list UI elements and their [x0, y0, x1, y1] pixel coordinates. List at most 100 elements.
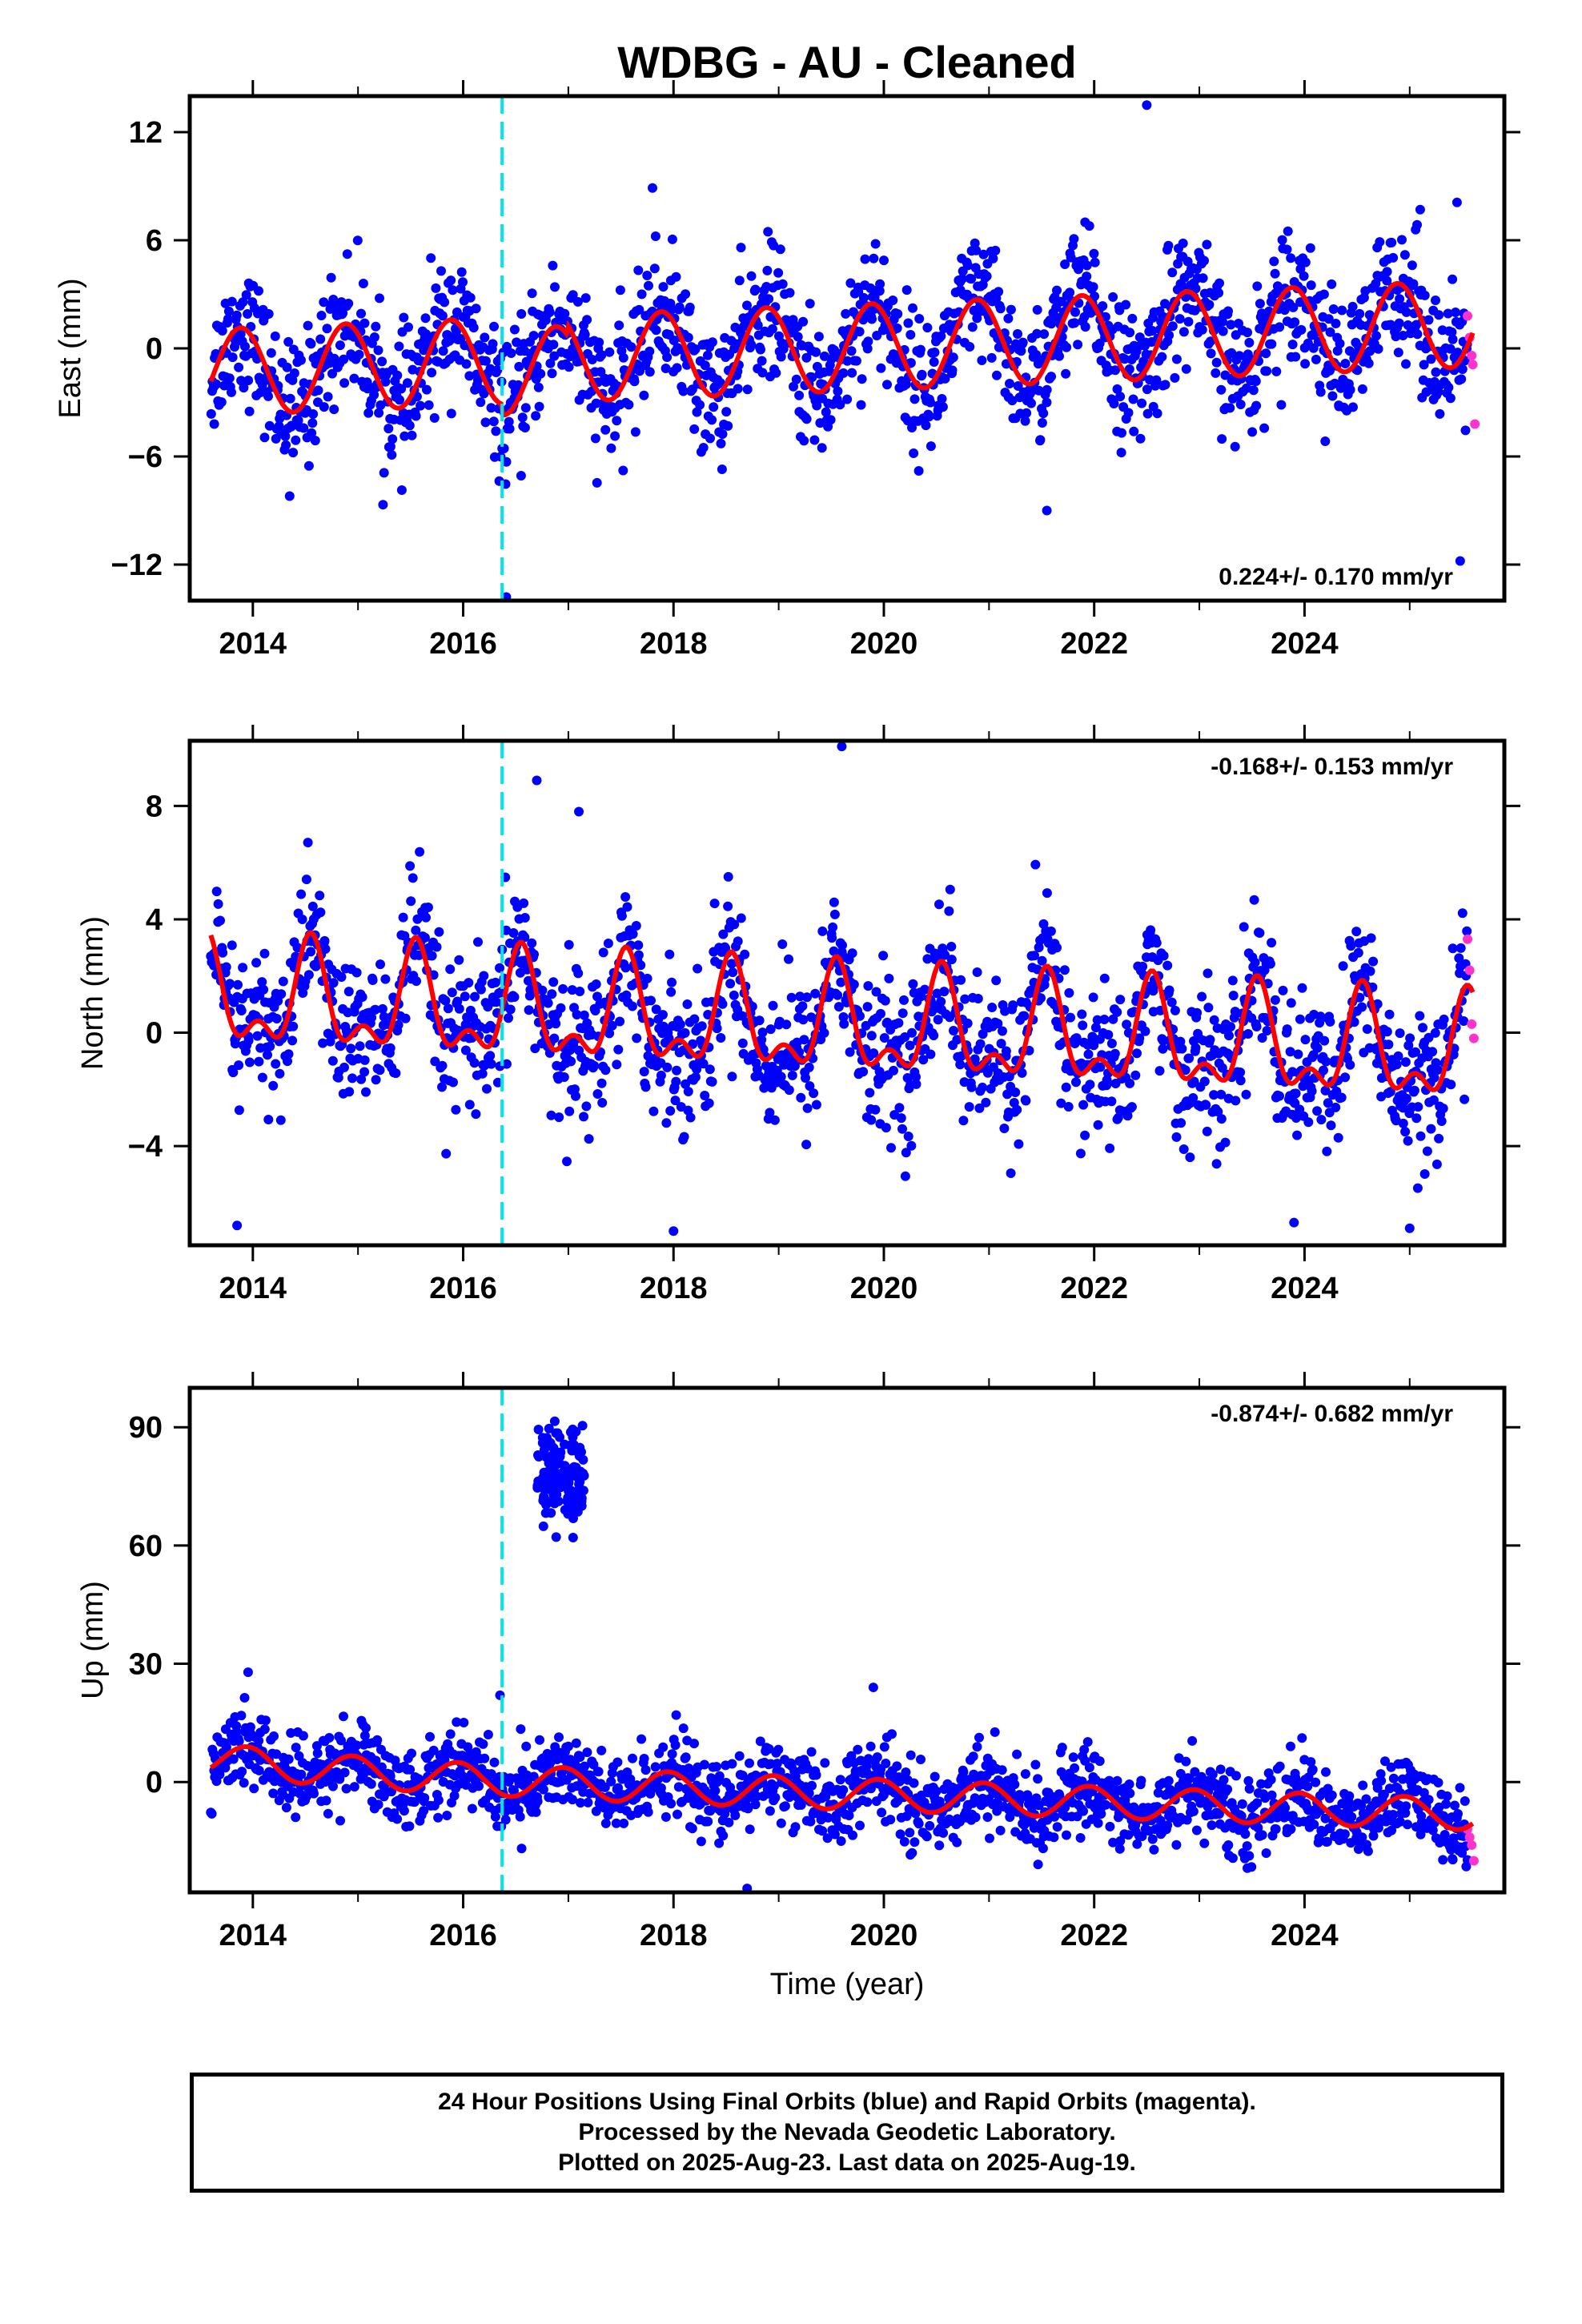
data-point: [1207, 1769, 1218, 1779]
data-point: [420, 1793, 430, 1803]
data-point: [727, 1072, 737, 1082]
data-point: [960, 994, 970, 1004]
data-point: [296, 1769, 307, 1779]
data-point: [1422, 1146, 1432, 1156]
data-point: [661, 364, 671, 373]
data-point: [862, 344, 873, 354]
data-point: [947, 365, 958, 376]
data-point: [743, 1803, 753, 1814]
data-point: [283, 1754, 294, 1764]
data-point: [299, 423, 309, 433]
data-point: [1093, 1818, 1103, 1828]
data-point: [566, 1056, 576, 1067]
data-point: [283, 1056, 292, 1067]
data-point: [922, 323, 933, 333]
data-point: [688, 1039, 698, 1049]
data-point: [1250, 957, 1260, 967]
data-point: [924, 412, 934, 422]
data-point: [870, 239, 881, 249]
data-point: [239, 1693, 250, 1703]
data-point: [899, 1836, 909, 1847]
data-point: [618, 465, 628, 476]
data-point: [866, 1031, 877, 1041]
data-point: [432, 942, 442, 952]
data-point: [534, 401, 544, 412]
data-point: [488, 339, 498, 349]
data-point: [1243, 1775, 1254, 1786]
data-point: [1297, 983, 1307, 993]
data-point: [538, 1784, 548, 1795]
data-point: [926, 397, 936, 408]
data-point: [558, 983, 568, 994]
data-point: [667, 234, 677, 244]
data-point: [1046, 926, 1056, 936]
data-point: [474, 1781, 484, 1791]
data-point: [448, 285, 458, 296]
data-point: [517, 412, 528, 423]
data-point: [1338, 961, 1348, 971]
data-point: [862, 1797, 873, 1807]
data-point: [527, 288, 537, 299]
data-point: [716, 1033, 726, 1043]
data-point: [1446, 1080, 1456, 1090]
data-point: [501, 925, 512, 935]
data-point: [375, 1065, 385, 1076]
data-point: [587, 355, 597, 364]
data-point: [1005, 1812, 1015, 1822]
data-point: [544, 1019, 554, 1030]
data-point: [600, 1065, 611, 1076]
data-point: [901, 1767, 911, 1777]
data-point: [939, 987, 950, 997]
data-point: [1415, 1011, 1425, 1021]
data-point: [930, 348, 940, 357]
data-point: [1202, 1126, 1212, 1136]
data-point: [889, 1065, 898, 1076]
data-point: [559, 1072, 569, 1082]
data-point: [1101, 1799, 1111, 1810]
data-point: [257, 977, 267, 987]
data-point: [351, 967, 362, 978]
data-point: [1223, 1840, 1234, 1850]
data-point: [685, 1112, 696, 1123]
data-point: [717, 429, 728, 439]
data-point: [870, 1104, 881, 1115]
data-point: [1391, 332, 1401, 342]
data-point: [914, 314, 925, 324]
data-point: [671, 1076, 681, 1087]
data-point: [772, 1759, 782, 1769]
data-point: [1074, 1790, 1085, 1800]
data-point: [982, 1812, 993, 1822]
data-point: [254, 1735, 264, 1746]
data-point: [359, 318, 370, 328]
data-point: [1060, 1803, 1070, 1813]
data-point: [454, 955, 464, 965]
data-point: [217, 326, 227, 336]
outlier-point: [1404, 1223, 1415, 1233]
data-point: [784, 1085, 794, 1096]
data-point: [717, 464, 727, 474]
data-point: [1219, 1775, 1229, 1785]
data-point: [1451, 308, 1460, 317]
data-point: [606, 1776, 616, 1787]
data-point: [268, 1788, 279, 1799]
data-point: [714, 1771, 725, 1781]
data-point: [1323, 1098, 1333, 1108]
data-point: [1136, 1775, 1146, 1786]
data-point: [1460, 1094, 1470, 1104]
data-point: [520, 932, 530, 943]
data-point: [1010, 1779, 1020, 1790]
data-point: [1291, 352, 1301, 362]
data-point: [480, 1753, 490, 1763]
data-point: [1105, 1821, 1115, 1831]
data-point: [698, 1059, 709, 1069]
data-point: [1247, 1862, 1257, 1872]
data-point: [528, 1771, 539, 1782]
model-fit-line: [208, 930, 1476, 1092]
data-point: [495, 963, 504, 973]
data-point: [946, 942, 957, 951]
data-point: [666, 987, 677, 997]
data-point: [1109, 399, 1119, 408]
data-point: [764, 294, 774, 304]
